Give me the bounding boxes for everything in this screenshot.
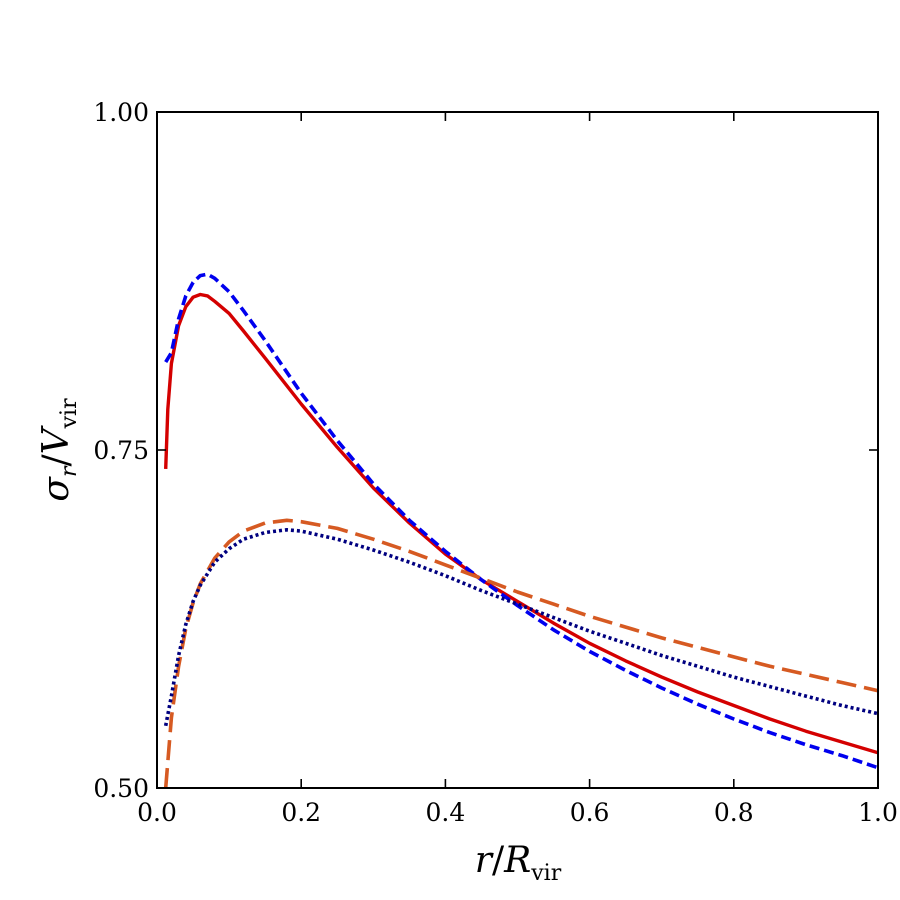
x-tick-label: 0.4	[426, 798, 466, 827]
x-tick-label: 0.8	[714, 798, 754, 827]
y-tick-label: 0.50	[93, 774, 149, 803]
series-line-solid	[164, 292, 878, 755]
x-tick-label: 0.0	[137, 798, 177, 827]
series-layer	[163, 272, 878, 788]
x-tick-label: 0.2	[281, 798, 321, 827]
y-tick-label: 1.00	[93, 98, 149, 127]
series-line-long-dashed	[163, 518, 878, 788]
tick-layer: 0.0 0.2 0.4 0.6 0.8 1.0 0.50 0.75 1.00	[93, 98, 898, 827]
x-axis-label: r/Rvir	[475, 840, 562, 886]
y-tick-label: 0.75	[93, 436, 149, 465]
series-line-dashed	[164, 272, 878, 770]
y-axis-label: σr/Vvir	[36, 398, 82, 502]
x-tick-label: 0.6	[570, 798, 610, 827]
x-tick-label: 1.0	[858, 798, 898, 827]
series-line-dotted	[163, 528, 878, 727]
